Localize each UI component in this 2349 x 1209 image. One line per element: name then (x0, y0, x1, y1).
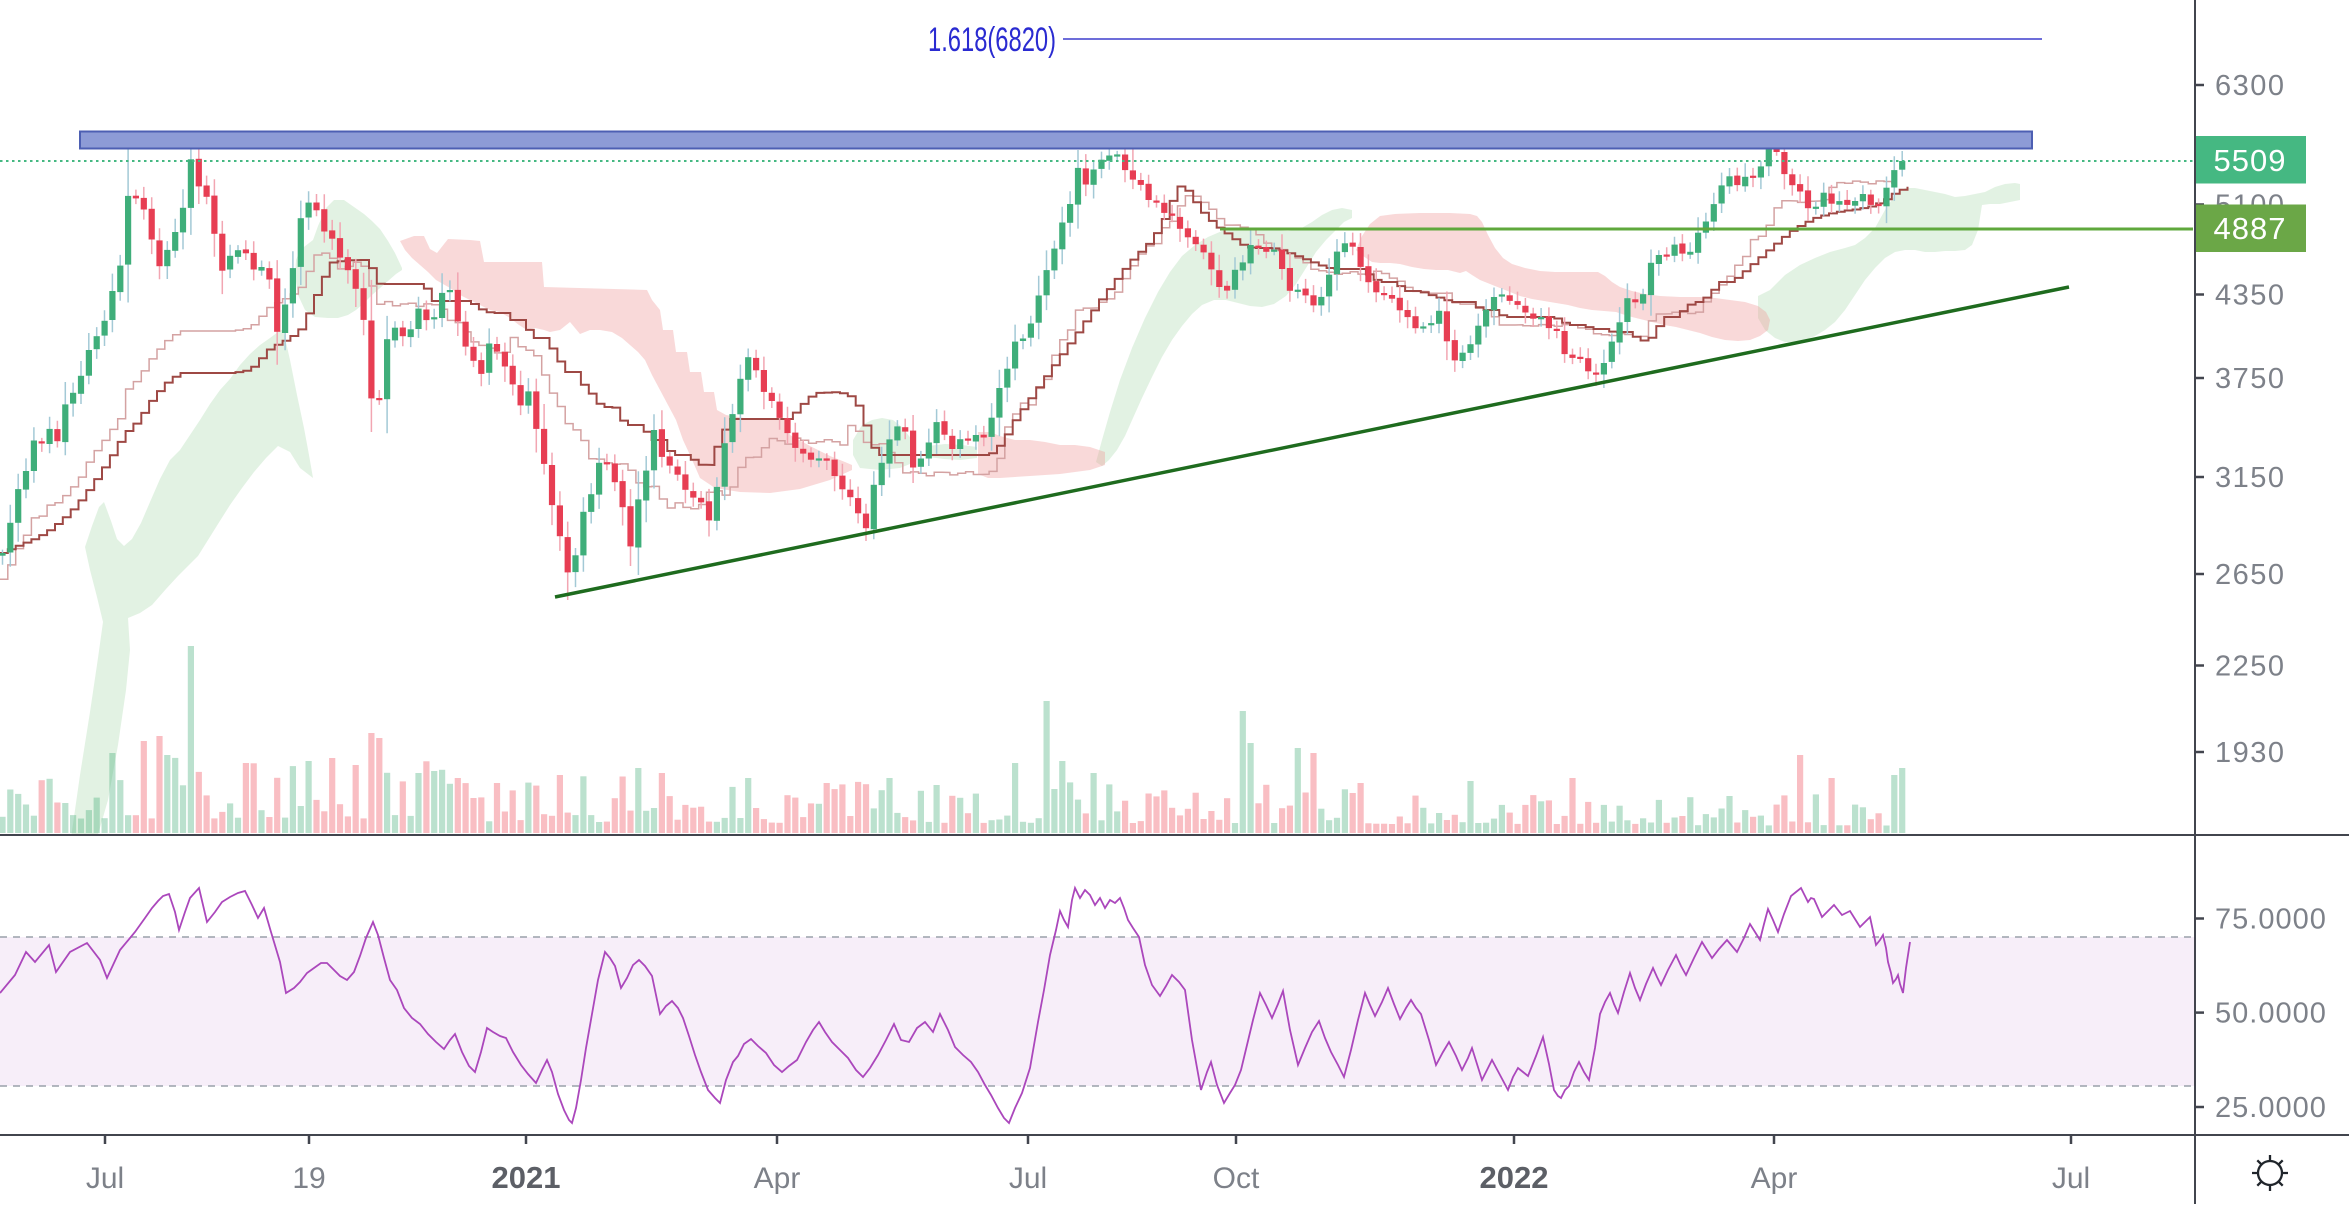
svg-text:1930: 1930 (2215, 737, 2286, 769)
svg-text:Jul: Jul (1009, 1162, 1047, 1195)
svg-text:25.0000: 25.0000 (2215, 1092, 2327, 1124)
svg-text:3150: 3150 (2215, 462, 2286, 494)
svg-text:Oct: Oct (1213, 1162, 1260, 1195)
svg-text:4350: 4350 (2215, 280, 2286, 312)
svg-text:Jul: Jul (86, 1162, 124, 1195)
svg-text:1.618(6820): 1.618(6820) (928, 21, 1056, 59)
svg-text:4887: 4887 (2214, 211, 2287, 246)
svg-text:5509: 5509 (2214, 143, 2287, 178)
svg-text:Apr: Apr (1751, 1162, 1798, 1195)
svg-text:Apr: Apr (754, 1162, 801, 1195)
svg-text:2022: 2022 (1480, 1160, 1549, 1195)
svg-text:2021: 2021 (492, 1160, 561, 1195)
svg-text:Jul: Jul (2052, 1162, 2090, 1195)
svg-text:6300: 6300 (2215, 70, 2286, 102)
svg-text:3750: 3750 (2215, 363, 2286, 395)
svg-text:2250: 2250 (2215, 651, 2286, 683)
svg-text:2650: 2650 (2215, 559, 2286, 591)
svg-text:19: 19 (292, 1162, 325, 1195)
svg-text:75.0000: 75.0000 (2215, 904, 2327, 936)
svg-text:50.0000: 50.0000 (2215, 998, 2327, 1030)
